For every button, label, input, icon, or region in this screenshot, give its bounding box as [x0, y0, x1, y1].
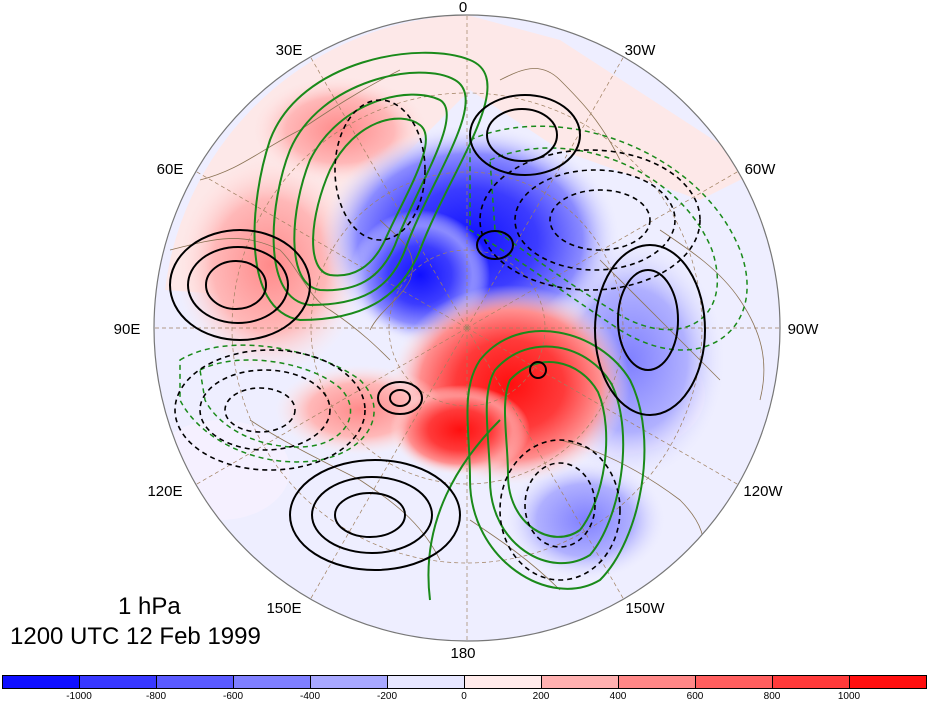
colorbar-segment — [2, 675, 80, 689]
green-dashed-contours — [179, 125, 748, 463]
colorbar-segment — [849, 675, 927, 689]
pressure-level-label: 1 hPa — [118, 593, 181, 620]
lon-label-120w: 120W — [743, 483, 783, 500]
colorbar-tick-label: -400 — [299, 691, 321, 702]
colorbar: -1000 -800 -600 -400 -200 0 200 400 600 800 1000 — [0, 675, 928, 702]
shaded-field — [154, 15, 780, 641]
lon-label-60w: 60W — [745, 161, 777, 178]
lon-label-30w: 30W — [625, 42, 657, 59]
lon-label-0: 0 — [459, 0, 467, 16]
colorbar-segment — [772, 675, 850, 689]
colorbar-segment — [310, 675, 388, 689]
lon-label-180: 180 — [450, 645, 475, 660]
lon-label-90e: 90E — [114, 321, 141, 338]
colorbar-segment — [541, 675, 619, 689]
colorbar-tick-label: -200 — [376, 691, 398, 702]
colorbar-tick-label: 800 — [763, 691, 781, 702]
colorbar-tick-label: -800 — [145, 691, 167, 702]
polar-stereographic-map: 0 30W 60W 90W 120W 150W 180 150E 120E 90… — [114, 0, 820, 660]
lon-label-90w: 90W — [788, 321, 820, 338]
lon-label-150w: 150W — [625, 600, 665, 617]
colorbar-tick-label: -600 — [222, 691, 244, 702]
colorbar-tick-label: 200 — [532, 691, 550, 702]
colorbar-tick-label: 1000 — [837, 691, 861, 702]
lon-label-60e: 60E — [157, 161, 184, 178]
colorbar-segment — [233, 675, 311, 689]
longitude-labels: 0 30W 60W 90W 120W 150W 180 150E 120E 90… — [114, 0, 820, 660]
colorbar-tick-label: 600 — [686, 691, 704, 702]
colorbar-tick-label: 0 — [461, 691, 467, 702]
colorbar-tick-label: 400 — [609, 691, 627, 702]
lon-label-120e: 120E — [147, 483, 182, 500]
colorbar-segment — [618, 675, 696, 689]
map-boundary — [153, 14, 781, 642]
colorbar-segment — [387, 675, 465, 689]
colorbar-segment — [695, 675, 773, 689]
colorbar-segment — [79, 675, 157, 689]
valid-time-label: 1200 UTC 12 Feb 1999 — [10, 623, 261, 650]
lon-label-150e: 150E — [266, 600, 301, 617]
positive-contours — [169, 94, 706, 571]
colorbar-segment — [156, 675, 234, 689]
green-contours — [253, 51, 646, 601]
negative-contours — [174, 99, 701, 581]
lon-label-30e: 30E — [276, 42, 303, 59]
colorbar-tick-label: -1000 — [66, 691, 92, 702]
colorbar-segment — [464, 675, 542, 689]
